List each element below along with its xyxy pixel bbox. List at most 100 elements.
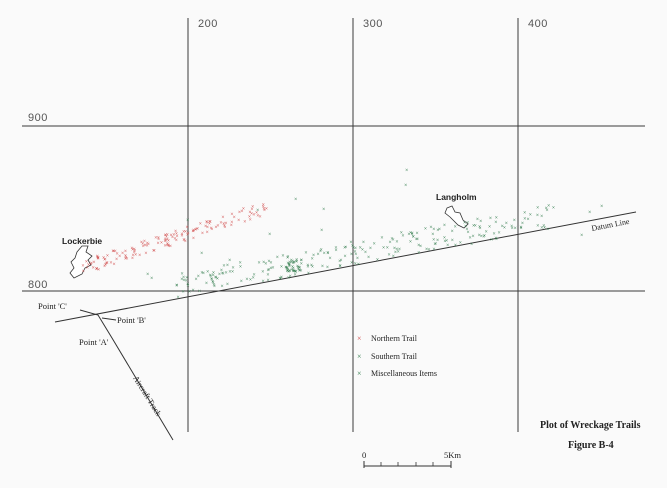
southern-trail-marker: × <box>495 237 498 243</box>
northern-trail-marker: × <box>250 207 253 213</box>
legend-marker-northern: × <box>357 334 362 343</box>
point-b-label: Point 'B' <box>117 315 146 325</box>
northern-trail-marker: × <box>166 237 169 243</box>
southern-trail-marker: × <box>214 275 217 281</box>
northern-trail-marker: × <box>95 267 98 273</box>
southern-trail-marker: × <box>466 220 469 226</box>
southern-trail-marker: × <box>213 284 216 290</box>
southern-trail-marker: × <box>354 246 357 252</box>
southern-trail-marker: × <box>349 240 352 246</box>
southern-trail-marker: × <box>262 260 265 266</box>
southern-trail-marker: × <box>433 242 436 248</box>
misc-item-marker: × <box>600 204 603 210</box>
northern-trail-marker: × <box>243 219 246 225</box>
northern-trail-marker: × <box>133 247 136 253</box>
southern-trail-marker: × <box>221 271 224 277</box>
northern-trail-marker: × <box>115 252 118 258</box>
southern-trail-marker: × <box>320 248 323 254</box>
northern-trail-marker: × <box>222 222 225 228</box>
northern-trail-marker: × <box>262 207 265 213</box>
southern-trail-marker: × <box>393 246 396 252</box>
southern-trail-marker: × <box>451 238 454 244</box>
southern-trail-marker: × <box>398 247 401 253</box>
northern-trail-marker: × <box>182 237 185 243</box>
southern-trail-marker: × <box>286 255 289 261</box>
northern-trail-marker: × <box>187 231 190 237</box>
northern-trail-marker: × <box>115 257 118 263</box>
southern-trail-marker: × <box>209 274 212 280</box>
misc-item-marker: × <box>256 208 259 214</box>
southern-trail-marker: × <box>298 268 301 274</box>
southern-trail-marker: × <box>354 262 357 268</box>
southern-trail-marker: × <box>267 259 270 265</box>
southern-trail-marker: × <box>280 275 283 281</box>
northern-trail-marker: × <box>182 230 185 236</box>
southern-trail-marker: × <box>284 265 287 271</box>
northern-trail-markers: ××××××××××××××××××××××××××××××××××××××××… <box>81 202 268 275</box>
northern-trail-marker: × <box>138 253 141 259</box>
grid-label-x-200: 200 <box>198 18 218 30</box>
southern-trail-marker: × <box>311 265 314 271</box>
southern-trail-marker: × <box>354 252 357 258</box>
southern-trail-marker: × <box>252 273 255 279</box>
northern-trail-marker: × <box>167 239 170 245</box>
southern-trail-marker: × <box>297 267 300 273</box>
southern-trail-marker: × <box>480 234 483 240</box>
southern-trail-marker: × <box>319 249 322 255</box>
northern-trail-marker: × <box>205 220 208 226</box>
northern-trail-marker: × <box>167 243 170 249</box>
northern-trail-marker: × <box>221 215 224 221</box>
northern-trail-marker: × <box>224 221 227 227</box>
misc-item-marker: × <box>510 224 513 230</box>
southern-trail-marker: × <box>286 269 289 275</box>
northern-trail-marker: × <box>175 234 178 240</box>
southern-trail-marker: × <box>221 271 224 277</box>
northern-trail-marker: × <box>184 230 187 236</box>
southern-trail-marker: × <box>419 244 422 250</box>
southern-trail-marker: × <box>181 290 184 296</box>
northern-trail-marker: × <box>124 255 127 261</box>
southern-trail-marker: × <box>296 264 299 270</box>
southern-trail-marker: × <box>231 266 234 272</box>
grid-label-x-400: 400 <box>528 18 548 30</box>
northern-trail-marker: × <box>134 252 137 258</box>
southern-trail-marker: × <box>210 276 213 282</box>
legend-label-misc: Miscellaneous Items <box>371 369 437 378</box>
northern-trail-marker: × <box>87 262 90 268</box>
southern-trail-marker: × <box>465 227 468 233</box>
southern-trail-marker: × <box>552 205 555 211</box>
northern-trail-marker: × <box>143 239 146 245</box>
southern-trail-marker: × <box>294 270 297 276</box>
southern-trail-marker: × <box>191 288 194 294</box>
southern-trail-marker: × <box>521 221 524 227</box>
southern-trail-marker: × <box>264 262 267 268</box>
southern-trail-marker: × <box>226 282 229 288</box>
southern-trail-marker: × <box>292 266 295 272</box>
southern-trail-marker: × <box>218 272 221 278</box>
northern-trail-marker: × <box>265 207 268 213</box>
southern-trail-marker: × <box>210 277 213 283</box>
southern-trail-marker: × <box>412 234 415 240</box>
grid <box>22 18 645 432</box>
southern-trail-marker: × <box>257 260 260 266</box>
lockerbie-label: Lockerbie <box>62 236 102 246</box>
southern-trail-marker: × <box>395 247 398 253</box>
southern-trail-marker: × <box>211 273 214 279</box>
northern-trail-marker: × <box>204 224 207 230</box>
southern-trail-marker: × <box>200 270 203 276</box>
southern-trail-marker: × <box>284 265 287 271</box>
northern-trail-marker: × <box>238 210 241 216</box>
northern-trail-marker: × <box>166 243 169 249</box>
southern-trail-marker: × <box>468 236 471 242</box>
northern-trail-marker: × <box>251 205 254 211</box>
southern-trail-marker: × <box>269 266 272 272</box>
northern-trail-marker: × <box>154 235 157 241</box>
southern-trail-marker: × <box>271 266 274 272</box>
southern-trail-marker: × <box>239 260 242 266</box>
southern-trail-marker: × <box>288 269 291 275</box>
southern-trail-marker: × <box>519 226 522 232</box>
southern-trail-marker: × <box>279 277 282 283</box>
southern-trail-marker: × <box>451 229 454 235</box>
scale-end-label: 5Km <box>444 450 461 460</box>
northern-trail-marker: × <box>125 257 128 263</box>
